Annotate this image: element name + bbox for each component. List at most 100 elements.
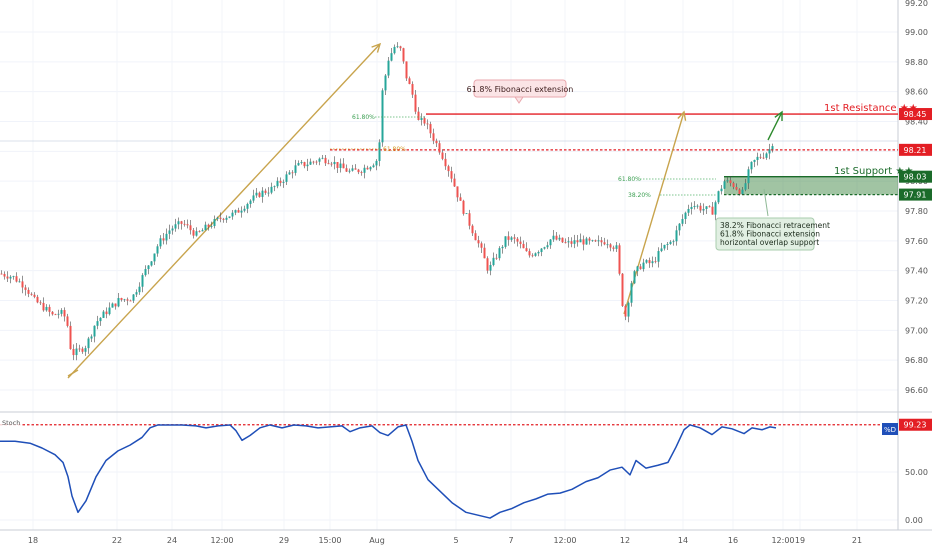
candle-body <box>273 186 276 188</box>
candle-body <box>21 281 24 288</box>
candle-body <box>78 348 81 350</box>
candle-body <box>663 244 666 249</box>
candle-body <box>693 206 696 207</box>
future-arrow-head <box>774 110 783 121</box>
candle-body <box>234 210 237 213</box>
candle-body <box>690 206 693 209</box>
time-tick-label: 22 <box>112 536 122 545</box>
candle-body <box>204 224 207 231</box>
support-callout-pointer <box>763 188 769 217</box>
candle-body <box>534 253 537 256</box>
candle-body <box>423 118 426 124</box>
candle-body <box>123 299 126 301</box>
candle-body <box>126 299 129 301</box>
candle-body <box>207 224 210 227</box>
price-tick-label: 96.80 <box>905 356 928 365</box>
candle-body <box>42 302 45 311</box>
candle-body <box>30 293 33 295</box>
candle-body <box>357 169 360 173</box>
candle-body <box>96 321 99 326</box>
time-tick-label: 19 <box>795 536 805 545</box>
candle-body <box>264 190 267 193</box>
price-tag-bg <box>899 143 932 156</box>
candle-body <box>306 164 309 167</box>
time-tick-label: 12:00 <box>553 536 576 545</box>
candle-body <box>651 261 654 264</box>
candle-body <box>603 242 606 245</box>
candle-body <box>327 163 330 165</box>
candle-body <box>672 241 675 243</box>
candle-body <box>537 252 540 254</box>
candle-body <box>636 266 639 272</box>
candle-body <box>18 281 21 283</box>
candle-body <box>39 302 42 304</box>
candle-body <box>738 189 741 194</box>
support-note-line-1: 38.2% Fibonacci retracement <box>720 221 830 230</box>
candle-body <box>288 172 291 175</box>
candle-body <box>771 146 774 150</box>
candle-body <box>501 246 504 249</box>
candle-body <box>249 200 252 204</box>
candle-body <box>588 238 591 241</box>
candle-body <box>156 246 159 254</box>
candle-body <box>408 78 411 85</box>
candle-body <box>57 313 60 315</box>
candle-body <box>285 174 288 182</box>
candle-body <box>309 161 312 165</box>
candle-body <box>372 165 375 168</box>
time-tick-label: 5 <box>453 536 458 545</box>
candle-body <box>753 159 756 162</box>
candle-body <box>222 218 225 220</box>
candle-body <box>720 188 723 192</box>
candle-body <box>111 303 114 308</box>
support-note-line-2: 61.8% Fibonacci extension <box>720 230 820 239</box>
candle-body <box>411 84 414 95</box>
time-tick-label: 12 <box>620 536 630 545</box>
candle-body <box>699 205 702 211</box>
candle-body <box>591 240 594 242</box>
candle-body <box>450 171 453 179</box>
candle-body <box>129 300 132 302</box>
candle-body <box>342 163 345 169</box>
price-tick-label: 98.40 <box>905 118 928 127</box>
candle-body <box>84 348 87 352</box>
price-tick-label: 97.80 <box>905 207 928 216</box>
candle-body <box>420 118 423 121</box>
candle-body <box>630 283 633 303</box>
candle-body <box>492 257 495 266</box>
candle-body <box>393 46 396 54</box>
candle-body <box>339 163 342 168</box>
resistance-note: 61.8% Fibonacci extension <box>467 85 574 94</box>
candle-body <box>543 247 546 249</box>
candle-body <box>540 248 543 253</box>
candle-body <box>717 191 720 203</box>
candle-body <box>315 161 318 163</box>
time-tick-label: 7 <box>508 536 513 545</box>
candle-body <box>402 48 405 62</box>
stoch-tag-bg <box>899 418 932 431</box>
candle-body <box>147 265 150 270</box>
candle-body <box>102 311 105 318</box>
candle-body <box>231 212 234 217</box>
candle-body <box>261 190 264 197</box>
candle-body <box>618 245 621 274</box>
candle-body <box>228 216 231 218</box>
candle-body <box>135 292 138 295</box>
candle-body <box>219 217 222 219</box>
candle-body <box>426 123 429 125</box>
trend-arrow-up-2 <box>623 111 685 315</box>
candle-body <box>708 206 711 208</box>
candle-body <box>669 241 672 244</box>
candle-body <box>81 348 84 352</box>
candle-body <box>255 192 258 196</box>
candle-body <box>765 153 768 158</box>
candle-body <box>522 243 525 249</box>
stoch-title: Stoch <box>2 419 20 427</box>
candle-body <box>732 183 735 188</box>
candle-body <box>198 231 201 233</box>
candle-body <box>660 248 663 252</box>
candle-body <box>192 230 195 236</box>
candle-body <box>756 156 759 160</box>
price-tick-label: 97.00 <box>905 326 928 335</box>
